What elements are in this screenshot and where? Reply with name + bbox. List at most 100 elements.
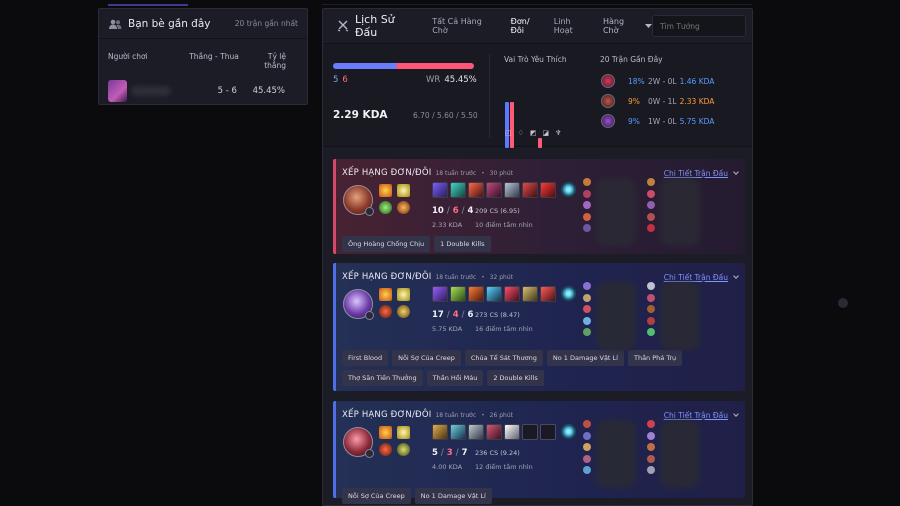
assists: 4 (467, 206, 474, 216)
column-winrate: Tỷ lệ thắng (264, 52, 286, 70)
item-build (432, 182, 576, 198)
mid-role-icon[interactable]: ◩ (529, 129, 537, 137)
item-icon (504, 182, 520, 198)
chevron-down-icon (733, 273, 739, 279)
chevron-down-icon (645, 23, 652, 28)
ignite-spell-icon (379, 426, 392, 439)
trinket-icon (561, 424, 576, 439)
match-detail-label: Chi Tiết Trận Đấu (663, 410, 728, 420)
favorite-roles-title: Vai Trò Yêu Thích (504, 55, 567, 64)
match-kda: 2.33 KDA (432, 221, 463, 229)
match-duration: 32 phút (489, 273, 513, 281)
item-icon (468, 182, 484, 198)
recent-champion-row[interactable]: 9% 1W - 0L 5.75 KDA (601, 114, 714, 128)
wins-count: 5 (333, 75, 339, 85)
item-icon (450, 424, 466, 440)
friends-title: Bạn bè gần đây (128, 17, 211, 30)
champion-search-input[interactable] (652, 15, 746, 37)
team-blue (583, 178, 593, 236)
recent-record: 1W - 0L (648, 116, 677, 126)
match-time-ago: 18 tuần trước (435, 169, 477, 177)
recent-champion-row[interactable]: 18% 2W - 0L 1.46 KDA (601, 74, 714, 88)
match-tag: 2 Double Kills (487, 370, 544, 386)
winrate-bar (333, 63, 474, 69)
match-detail-link[interactable]: Chi Tiết Trận Đấu (663, 272, 739, 282)
match-detail-link[interactable]: Chi Tiết Trận Đấu (663, 410, 739, 420)
tab-solo-duo[interactable]: Đơn/Đôi (510, 17, 530, 35)
match-vision: 12 điểm tầm nhìn (475, 463, 533, 471)
rune-secondary-icon (397, 201, 410, 214)
recent-champion-row[interactable]: 9% 0W - 1L 2.33 KDA (601, 94, 714, 108)
tab-flex[interactable]: Linh Hoạt (553, 17, 573, 35)
match-cs: 236 CS (9.24) (475, 449, 520, 457)
match-card[interactable]: XẾP HẠNG ĐƠN/ĐÔI 18 tuần trước • 32 phút… (333, 263, 745, 391)
champion-icon (601, 94, 615, 108)
champion-portrait (343, 289, 374, 320)
team-red (647, 282, 657, 340)
deaths: 6 (452, 206, 459, 216)
flash-spell-icon (397, 184, 410, 197)
support-role-icon[interactable]: ♆ (555, 129, 562, 137)
match-tag: Nỗi Sợ Của Creep (392, 350, 461, 366)
chevron-down-icon (733, 169, 739, 175)
item-icon (432, 424, 448, 440)
item-icon (504, 286, 520, 302)
rune-secondary-icon (397, 443, 410, 456)
kills: 5 (432, 448, 438, 458)
friend-avatar (108, 80, 127, 102)
team-red-names-redacted (660, 178, 700, 246)
item-icon (522, 182, 538, 198)
item-build (432, 286, 576, 302)
match-tag: Thợ Săn Tiền Thưởng (342, 370, 423, 386)
queue-dropdown-label: Hàng Chờ (602, 17, 625, 35)
match-tags: Ông Hoàng Chống Chịu 1 Double Kills (336, 236, 745, 259)
adc-role-icon[interactable]: ◪ (542, 129, 550, 137)
item-icon (486, 424, 502, 440)
column-win-loss: Thắng - Thua (189, 52, 239, 61)
match-kda: 5.75 KDA (432, 325, 463, 333)
match-card[interactable]: XẾP HẠNG ĐƠN/ĐÔI 18 tuần trước • 26 phút… (333, 401, 745, 504)
tab-all-queues[interactable]: Tất Cả Hàng Chờ (432, 17, 482, 35)
match-duration: 30 phút (489, 169, 513, 177)
item-icon (468, 286, 484, 302)
match-card[interactable]: XẾP HẠNG ĐƠN/ĐÔI 18 tuần trước • 30 phút… (333, 159, 745, 254)
history-title: Lịch Sử Đấu (355, 13, 395, 39)
trinket-icon (561, 286, 576, 301)
team-blue-names-redacted (596, 178, 636, 246)
item-icon (540, 182, 556, 198)
rune-icon (379, 443, 392, 456)
recent-kda: 1.46 KDA (679, 76, 715, 86)
match-detail-label: Chi Tiết Trận Đấu (663, 272, 728, 282)
item-icon (432, 182, 448, 198)
average-kda: 6.70 / 5.60 / 5.50 (413, 111, 478, 120)
history-icon (337, 17, 349, 36)
match-detail-link[interactable]: Chi Tiết Trận Đấu (663, 168, 739, 178)
scroll-indicator[interactable] (838, 298, 848, 308)
match-tag: Thần Hồi Máu (426, 370, 484, 386)
team-blue-names-redacted (596, 420, 636, 488)
recent-winrate: 9% (628, 116, 640, 126)
match-kda-numbers: 5/3/7 (432, 448, 468, 458)
chevron-down-icon (733, 411, 739, 417)
jungle-role-icon[interactable]: ♢ (517, 129, 524, 137)
recent-record: 2W - 0L (648, 76, 677, 86)
winrate: WR 45.45% (426, 75, 477, 85)
match-tag: 1 Double Kills (434, 236, 491, 252)
match-detail-label: Chi Tiết Trận Đấu (663, 168, 728, 178)
losses-count: 6 (342, 75, 348, 85)
rune-icon (379, 201, 392, 214)
kills: 10 (432, 206, 444, 216)
match-kda: 4.00 KDA (432, 463, 463, 471)
flash-spell-icon (397, 426, 410, 439)
top-role-icon[interactable]: ◰ (505, 129, 512, 137)
rune-secondary-icon (397, 305, 410, 318)
friend-winrate: 45.45% (252, 86, 285, 96)
friend-row[interactable]: 5 - 6 45.45% (99, 70, 307, 102)
queue-dropdown[interactable]: Hàng Chờ (603, 17, 652, 35)
role-bar-adc (538, 138, 542, 148)
match-history-panel: Lịch Sử Đấu Tất Cả Hàng Chờ Đơn/Đôi Linh… (322, 8, 753, 506)
role-icons: ◰ ♢ ◩ ◪ ♆ (505, 129, 561, 137)
item-icon (450, 286, 466, 302)
history-header: Lịch Sử Đấu Tất Cả Hàng Chờ Đơn/Đôi Linh… (323, 9, 752, 44)
